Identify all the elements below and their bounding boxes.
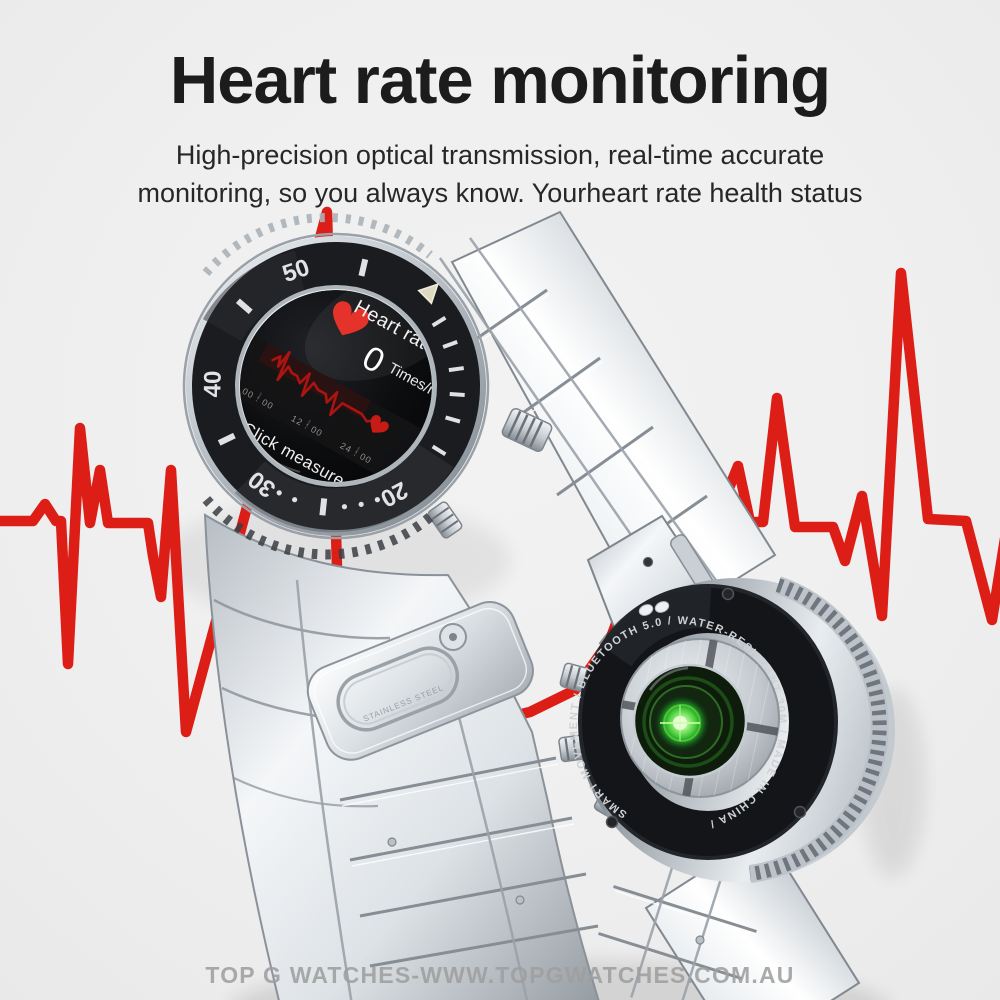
page-subtitle: High-precision optical transmission, rea…	[0, 136, 1000, 212]
pearl-marker	[417, 283, 439, 305]
bezel-number-40: 40	[199, 370, 226, 397]
caseback-screws	[605, 587, 807, 829]
front-watch-crown	[501, 408, 553, 452]
page-title: Heart rate monitoring	[169, 43, 831, 118]
clasp: STAINLESS STEEL	[306, 601, 534, 761]
front-watch-bracelet-lower: STAINLESS STEEL	[203, 513, 600, 1000]
back-watch: SMART MOVEMENT / BLUETOOTH 5.0 / WATER-R…	[558, 514, 895, 1000]
watermark: TOP G WATCHES-WWW.TOPGWATCHES.COM.AU	[205, 962, 795, 988]
subtitle-line-1: High-precision optical transmission, rea…	[175, 140, 825, 170]
sensor-window-dots	[638, 601, 670, 616]
bezel-ring: 50 40 30 20	[192, 242, 480, 533]
screen-ecg-trace	[271, 350, 377, 423]
clasp-pin	[439, 623, 467, 651]
bezel-ticks	[217, 258, 465, 516]
optical-sensor	[632, 663, 748, 779]
front-watch: STAINLESS STEEL	[182, 210, 777, 1000]
sensor-plate	[620, 638, 780, 798]
front-watch-pusher	[427, 501, 463, 539]
subtitle-line-2: monitoring, so you always know. Yourhear…	[137, 178, 863, 208]
